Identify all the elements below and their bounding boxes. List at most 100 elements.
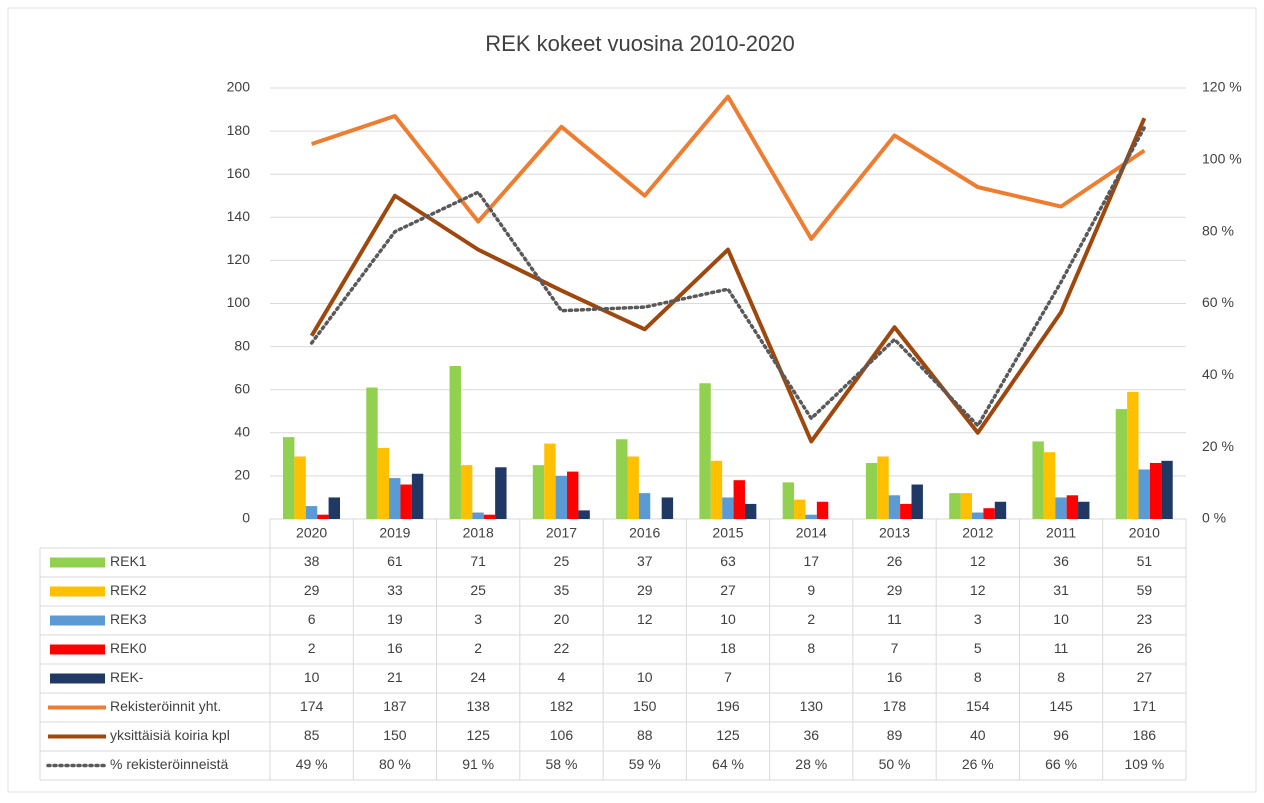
table-cell: 58 % [545,756,577,772]
table-cell: 187 [383,698,407,714]
table-cell: 89 [887,727,903,743]
chart-title: REK kokeet vuosina 2010-2020 [485,31,794,56]
table-cell: 145 [1049,698,1073,714]
y2-tick-label: 80 % [1202,222,1234,238]
x-tick-label: 2018 [463,525,494,541]
y-tick-label: 140 [227,208,251,224]
bar [900,503,912,519]
table-cell: 35 [554,582,570,598]
bar [1043,452,1056,519]
legend-label: REK0 [110,640,147,656]
x-tick-label: 2017 [546,525,577,541]
table-cell: 18 [720,640,736,656]
bar [1078,501,1090,519]
bar [616,439,628,519]
bar [449,365,461,519]
y-tick-label: 60 [234,380,250,396]
table-cell: 6 [308,611,316,627]
table-cell: 19 [387,611,403,627]
legend-label: yksittäisiä koiria kpl [110,727,230,743]
y2-tick-label: 100 % [1202,151,1242,167]
bar [888,495,901,519]
legend-key [50,615,105,626]
table-cell: 59 [1137,582,1153,598]
table-cell: 23 [1137,611,1153,627]
table-cell: 150 [383,727,407,743]
table-cell: 28 % [795,756,827,772]
table-cell: 29 [304,582,320,598]
x-tick-label: 2020 [296,525,327,541]
table-cell: 85 [304,727,320,743]
table-cell: 27 [720,582,736,598]
x-tick-label: 2019 [379,525,410,541]
table-cell: 5 [974,640,982,656]
y2-tick-label: 40 % [1202,366,1234,382]
bar [305,506,318,519]
y2-tick-label: 60 % [1202,294,1234,310]
table-cell: 64 % [712,756,744,772]
table-cell: 10 [720,611,736,627]
table-cell: 130 [800,698,824,714]
table-cell: 2 [807,611,815,627]
table-cell: 11 [1054,640,1069,656]
y-tick-label: 40 [234,424,250,440]
y2-tick-label: 120 % [1202,79,1242,95]
table-cell: 2 [474,640,482,656]
table-cell: 59 % [629,756,661,772]
table-cell: 61 [387,553,403,569]
table-cell: 40 [970,727,986,743]
table-cell: 4 [558,669,566,685]
table-cell: 80 % [379,756,411,772]
table-cell: 12 [970,582,986,598]
table-cell: 37 [637,553,653,569]
table-cell: 182 [550,698,574,714]
bar [283,437,295,519]
y-tick-label: 200 [227,79,251,95]
table-cell: 29 [637,582,653,598]
y-tick-label: 120 [227,251,251,267]
table-cell: 171 [1133,698,1157,714]
legend-key [50,644,105,655]
table-cell: 11 [887,611,902,627]
table-cell: 31 [1053,582,1069,598]
table-cell: 10 [637,669,653,685]
line [310,94,1146,241]
legend-key [50,557,105,568]
bar [805,514,817,519]
table-cell: 33 [387,582,403,598]
bar [377,447,390,519]
table-cell: 12 [970,553,986,569]
bar [710,460,723,519]
table-cell: 50 % [879,756,911,772]
bar [1055,497,1067,519]
legend-key [50,586,105,597]
table-cell: 186 [1133,727,1157,743]
table-cell: 7 [891,640,899,656]
table-cell: 27 [1137,669,1153,685]
bar [627,456,639,519]
bar [328,497,340,519]
bar [1066,495,1079,519]
x-tick-label: 2016 [629,525,660,541]
bar [865,462,878,519]
bar [483,514,496,519]
table-cell: 66 % [1045,756,1077,772]
table-cell: 21 [387,669,403,685]
bar [661,497,674,519]
y2-tick-label: 0 % [1202,510,1226,526]
table-cell: 25 [554,553,570,569]
table-cell: 2 [308,640,316,656]
bar [472,512,484,519]
bar [366,387,378,519]
table-cell: 22 [554,640,570,656]
table-cell: 3 [974,611,982,627]
legend-label: REK3 [110,611,147,627]
bar [460,465,473,519]
line [309,117,1147,444]
x-tick-label: 2015 [712,525,743,541]
bar [578,510,590,519]
table-cell: 49 % [296,756,328,772]
table-cell: 125 [467,727,491,743]
x-tick-label: 2012 [962,525,993,541]
table-cell: 10 [1053,611,1069,627]
